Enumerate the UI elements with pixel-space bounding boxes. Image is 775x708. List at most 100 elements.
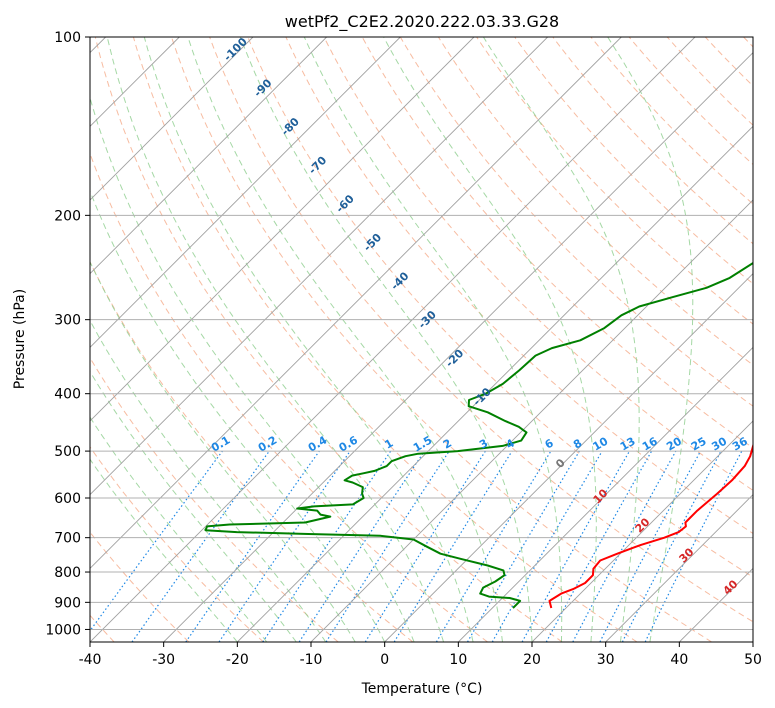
isotherm-line [90,37,622,569]
moist-adiabat-line [106,37,445,642]
y-tick-label: 100 [54,30,81,46]
mixing-ratio-label: 2 [441,437,454,452]
profile-lines [204,261,753,609]
moist-adiabat-line [90,260,356,642]
isotherm-line [90,37,548,496]
mixing-ratio-label: 6 [543,436,556,451]
dry-adiabat-line [743,37,753,48]
moist-adiabat-line [143,37,474,642]
isotherm-line [90,37,475,422]
mixing-ratio-line [298,450,425,642]
chart-title: wetPf2_C2E2.2020.222.03.33.G28 [285,12,559,32]
mixing-ratio-line [90,450,223,632]
mixing-ratio-line [325,450,450,642]
dry-adiabat-line [209,37,753,623]
moist-adiabat-line [90,370,297,642]
dry-adiabat-label: -40 [388,269,411,292]
isotherm-line [90,37,696,642]
dewpoint-profile-line [204,261,753,609]
dry-adiabat-line [90,531,190,642]
moist-adiabat-line [239,37,533,642]
x-tick-label: -40 [79,652,102,668]
dry-adiabat-line [171,37,712,642]
dry-adiabat-line [628,37,753,166]
mixing-ratio-line [185,450,320,642]
x-tick-label: -10 [300,652,323,668]
isotherm-line [90,37,254,201]
mixing-ratio-line [393,450,513,642]
moist-adiabat-label: 30 [677,545,697,565]
isotherm-line [90,37,327,275]
dry-adiabat-line [94,37,563,642]
dry-adiabat-line [90,260,414,642]
mixing-ratio-line [466,450,580,642]
y-tick-label: 700 [54,531,81,547]
y-axis: 100 200 300 400 500 600 700 800 900 1000 [45,30,90,638]
isotherm-line [752,641,753,642]
mixing-ratio-line [218,450,351,642]
dry-adiabat-line [476,37,753,325]
isotherm-line [90,37,401,348]
moist-adiabat-label: 40 [721,577,741,597]
moist-adiabat-line [482,37,640,642]
isotherm-line [384,273,753,642]
dry-adiabat-line [552,37,753,245]
moist-adiabat-line [383,37,597,642]
x-axis-label: Temperature (°C) [361,681,483,697]
dry-adiabat-line [90,152,488,642]
y-tick-label: 800 [54,565,81,581]
dry-adiabat-line [514,37,753,285]
dry-adiabat-line [437,37,753,366]
dry-adiabat-line [90,446,264,642]
isotherm-line [531,420,753,642]
plot-frame [89,36,754,643]
moist-adiabat-label: 0 [553,456,568,471]
x-tick-label: 0 [380,652,389,668]
dry-adiabat-line [323,37,753,491]
x-tick-label: -30 [152,652,175,668]
isotherm-line [237,125,753,642]
moist-adiabat-line [90,458,238,642]
x-tick-label: 50 [744,652,762,668]
y-tick-label: 400 [54,387,81,403]
x-axis: -40 -30 -20 -10 0 10 20 30 40 50 [79,642,762,668]
mixing-ratio-line [491,450,603,642]
x-tick-label: 20 [523,652,541,668]
background-lines [90,37,753,642]
isotherm-line [679,567,753,642]
dry-adiabat-line [399,37,753,407]
y-tick-label: 900 [54,595,81,611]
y-axis-label: Pressure (hPa) [12,289,28,389]
y-tick-label: 200 [54,208,81,224]
dry-adiabat-label: -90 [251,76,274,99]
y-tick-label: 300 [54,313,81,329]
moist-adiabat-line [90,416,268,642]
isotherm-line [605,494,753,642]
mixing-ratio-line [521,450,631,642]
isotherm-line [310,199,753,642]
mixing-ratio-line [262,450,392,642]
temperature-profile-line [548,442,753,609]
moist-adiabat-line [90,319,327,642]
x-tick-label: 10 [449,652,467,668]
dry-adiabat-line [132,37,638,642]
isotherm-line [163,52,753,642]
dry-adiabat-label: -80 [279,115,302,138]
moist-adiabat-label: 20 [633,515,653,535]
moist-adiabat-line [607,37,694,642]
dry-adiabat-line [247,37,753,578]
x-tick-label: -20 [226,652,249,668]
y-tick-label: 600 [54,491,81,507]
mixing-ratio-line [364,450,486,642]
mixing-ratio-line [131,450,270,642]
mixing-ratio-label: 4 [504,436,517,451]
mixing-ratio-line [572,450,677,642]
dry-adiabat-label: -100 [221,35,250,64]
y-tick-label: 500 [54,444,81,460]
dry-adiabat-label: -60 [334,192,357,215]
isotherm-line [458,346,753,642]
moist-adiabat-line [303,37,563,642]
line-labels: -100-90-80-70-60-50-40-30-20-100.1 0.2 0.4… [209,35,750,598]
moist-adiabat-label: 10 [591,486,611,506]
